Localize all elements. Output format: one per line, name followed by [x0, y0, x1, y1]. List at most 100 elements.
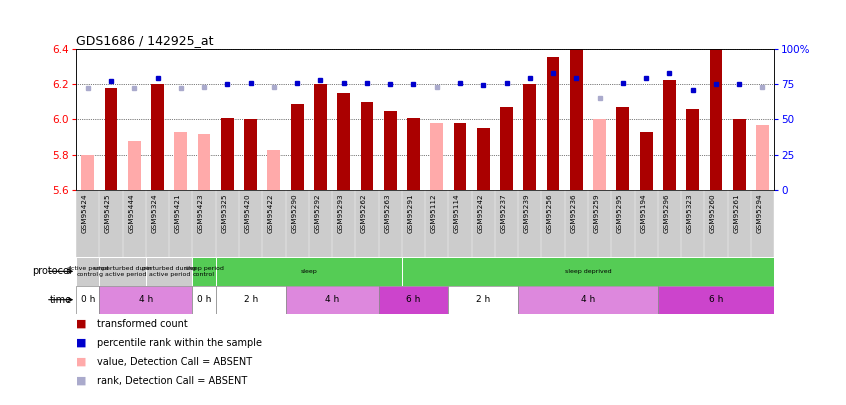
- Text: GSM95259: GSM95259: [594, 194, 600, 233]
- Text: GSM95324: GSM95324: [151, 194, 157, 233]
- Bar: [518, 286, 658, 314]
- Bar: [663, 81, 676, 190]
- Text: 4 h: 4 h: [581, 295, 595, 304]
- Text: percentile rank within the sample: percentile rank within the sample: [97, 338, 262, 348]
- Text: 6 h: 6 h: [709, 295, 723, 304]
- Bar: [216, 257, 402, 286]
- Bar: [81, 155, 94, 190]
- Bar: [291, 104, 304, 190]
- Text: time: time: [50, 295, 72, 305]
- Bar: [216, 286, 285, 314]
- Bar: [658, 286, 774, 314]
- Bar: [448, 286, 518, 314]
- Text: GSM95423: GSM95423: [198, 194, 204, 233]
- Bar: [407, 118, 420, 190]
- Text: GSM95291: GSM95291: [408, 194, 414, 233]
- Bar: [686, 109, 699, 190]
- Text: GSM95444: GSM95444: [129, 194, 135, 233]
- Text: GSM95424: GSM95424: [82, 194, 88, 233]
- Text: GSM95256: GSM95256: [547, 194, 553, 233]
- Text: 0 h: 0 h: [197, 295, 212, 304]
- Text: GSM95295: GSM95295: [617, 194, 623, 233]
- Bar: [640, 132, 652, 190]
- Text: 4 h: 4 h: [139, 295, 153, 304]
- Text: unperturbed durin
g active period: unperturbed durin g active period: [94, 266, 151, 277]
- Bar: [221, 118, 233, 190]
- Bar: [76, 257, 99, 286]
- Bar: [360, 102, 373, 190]
- Bar: [756, 125, 769, 190]
- Text: sleep: sleep: [300, 269, 317, 274]
- Text: GSM95237: GSM95237: [501, 194, 507, 233]
- Bar: [477, 128, 490, 190]
- Bar: [100, 286, 192, 314]
- Text: perturbed during
active period: perturbed during active period: [142, 266, 196, 277]
- Bar: [128, 141, 140, 190]
- Text: GSM95325: GSM95325: [222, 194, 228, 233]
- Bar: [710, 4, 722, 190]
- Text: GSM95323: GSM95323: [687, 194, 693, 233]
- Bar: [76, 286, 99, 314]
- Text: GSM95425: GSM95425: [105, 194, 111, 233]
- Text: ■: ■: [76, 319, 86, 329]
- Text: GSM95236: GSM95236: [570, 194, 576, 233]
- Text: 6 h: 6 h: [406, 295, 420, 304]
- Bar: [378, 286, 448, 314]
- Text: 2 h: 2 h: [244, 295, 258, 304]
- Text: GSM95421: GSM95421: [175, 194, 181, 233]
- Bar: [547, 58, 559, 190]
- Bar: [100, 257, 146, 286]
- Bar: [338, 93, 350, 190]
- Text: GSM95263: GSM95263: [384, 194, 390, 233]
- Text: value, Detection Call = ABSENT: value, Detection Call = ABSENT: [97, 357, 252, 367]
- Bar: [524, 84, 536, 190]
- Bar: [453, 123, 466, 190]
- Text: transformed count: transformed count: [97, 319, 188, 329]
- Bar: [244, 119, 257, 190]
- Text: 4 h: 4 h: [325, 295, 339, 304]
- Text: ■: ■: [76, 376, 86, 386]
- Text: 0 h: 0 h: [80, 295, 95, 304]
- Bar: [198, 134, 211, 190]
- Bar: [174, 132, 187, 190]
- Text: GSM95242: GSM95242: [477, 194, 483, 233]
- Bar: [593, 119, 606, 190]
- Bar: [146, 257, 192, 286]
- Text: GSM95112: GSM95112: [431, 194, 437, 233]
- Bar: [151, 84, 164, 190]
- Bar: [192, 257, 216, 286]
- Bar: [617, 107, 629, 190]
- Bar: [384, 111, 397, 190]
- Text: ■: ■: [76, 338, 86, 348]
- Text: GSM95261: GSM95261: [733, 194, 739, 233]
- Bar: [500, 107, 513, 190]
- Text: GSM95262: GSM95262: [361, 194, 367, 233]
- Text: GSM95194: GSM95194: [640, 194, 646, 233]
- Bar: [402, 257, 774, 286]
- Bar: [285, 286, 378, 314]
- Text: GSM95290: GSM95290: [291, 194, 297, 233]
- Text: GSM95292: GSM95292: [315, 194, 321, 233]
- Text: sleep deprived: sleep deprived: [564, 269, 612, 274]
- Bar: [570, 0, 583, 190]
- Text: active period
control: active period control: [67, 266, 108, 277]
- Text: GSM95422: GSM95422: [268, 194, 274, 233]
- Text: GSM95114: GSM95114: [454, 194, 460, 233]
- Bar: [105, 87, 118, 190]
- Bar: [431, 123, 443, 190]
- Bar: [314, 84, 327, 190]
- Bar: [733, 119, 745, 190]
- Text: GSM95294: GSM95294: [756, 194, 762, 233]
- Text: sleep period
control: sleep period control: [184, 266, 223, 277]
- Text: GSM95239: GSM95239: [524, 194, 530, 233]
- Text: ■: ■: [76, 357, 86, 367]
- Text: rank, Detection Call = ABSENT: rank, Detection Call = ABSENT: [97, 376, 248, 386]
- Text: GSM95293: GSM95293: [338, 194, 343, 233]
- Text: GDS1686 / 142925_at: GDS1686 / 142925_at: [76, 34, 214, 47]
- Text: GSM95260: GSM95260: [710, 194, 716, 233]
- Bar: [192, 286, 216, 314]
- Bar: [267, 149, 280, 190]
- Text: GSM95296: GSM95296: [663, 194, 669, 233]
- Text: 2 h: 2 h: [476, 295, 491, 304]
- Text: protocol: protocol: [32, 266, 72, 276]
